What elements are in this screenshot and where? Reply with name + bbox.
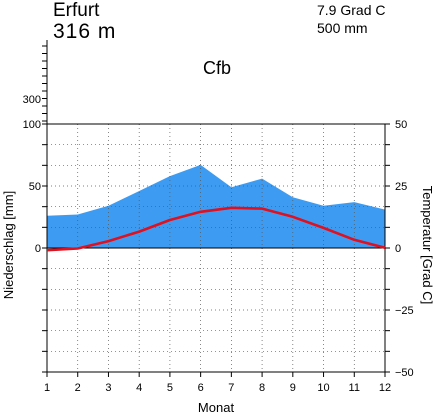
x-tick-label: 1 [44,382,50,394]
x-tick-label: 7 [228,382,234,394]
station-name: Erfurt [53,0,100,21]
right-axis-title: Temperatur [Grad C] [420,186,435,305]
x-tick-label: 3 [105,382,111,394]
x-tick-label: 5 [167,382,173,394]
x-tick-label: 2 [75,382,81,394]
x-tick-label: 9 [290,382,296,394]
mean-temperature: 7.9 Grad C [317,2,386,18]
left-axis-title: Niederschlag [mm] [1,191,16,299]
x-tick-label: 8 [259,382,265,394]
climate-class: Cfb [203,58,232,78]
station-elevation: 316 m [53,20,117,43]
x-tick-label: 6 [198,382,204,394]
x-tick-label: 10 [317,382,329,394]
left-tick-label: 300 [23,94,41,106]
x-tick-label: 11 [349,382,360,394]
right-tick-label: 50 [395,119,407,131]
temperature-line-layer [46,206,386,252]
right-tick-label: −50 [395,367,414,379]
x-tick-label: 4 [136,382,142,394]
left-tick-label: 0 [35,243,41,255]
x-axis-title: Monat [198,400,235,415]
temperature-line [46,206,386,252]
annual-precipitation: 500 mm [317,20,368,36]
left-tick-label: 100 [23,119,41,131]
left-tick-label: 50 [29,181,41,193]
axes-layer [42,40,390,377]
right-tick-label: 0 [395,243,401,255]
x-tick-label: 12 [379,382,391,394]
right-tick-label: 25 [395,181,407,193]
right-tick-label: −25 [395,305,414,317]
